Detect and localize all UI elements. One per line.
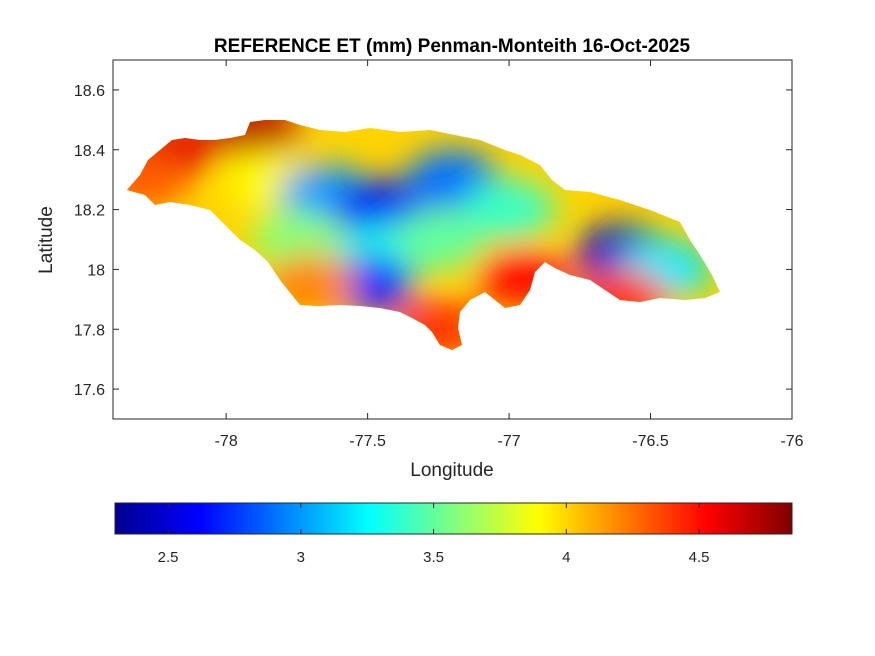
chart-title: REFERENCE ET (mm) Penman-Monteith 16-Oct… — [214, 36, 691, 57]
colorbar-tick-label: 2.5 — [158, 549, 179, 566]
colorbar — [114, 502, 793, 535]
x-tick-label: -76 — [780, 433, 803, 450]
x-tick-label: -78 — [215, 433, 238, 450]
et-region — [463, 179, 556, 240]
x-tick-label: -76.5 — [632, 433, 669, 450]
y-tick-label: 18.6 — [74, 83, 105, 100]
et-region — [392, 209, 485, 270]
colorbar-tick-label: 4 — [562, 549, 570, 566]
colorbar-tick-label: 3.5 — [423, 549, 444, 566]
x-tick-label: -77 — [498, 433, 521, 450]
colorbar-tick-label: 3 — [297, 549, 305, 566]
y-axis-label: Latitude — [36, 206, 57, 274]
y-tick-label: 18.4 — [74, 143, 105, 160]
y-tick-label: 18 — [87, 262, 105, 279]
y-tick-label: 17.8 — [74, 322, 105, 339]
x-tick-label: -77.5 — [349, 433, 386, 450]
x-axis-label: Longitude — [410, 460, 493, 481]
colorbar-ticks: 2.5 3 3.5 4 4.5 — [158, 503, 710, 566]
y-tick-label: 17.6 — [74, 382, 105, 399]
colorbar-tick-label: 4.5 — [689, 549, 710, 566]
y-axis: 17.6 17.8 18 18.2 18.4 18.6 — [74, 83, 792, 399]
et-region — [208, 120, 301, 159]
et-region — [250, 209, 343, 270]
et-region — [127, 149, 188, 210]
y-tick-label: 18.2 — [74, 203, 105, 220]
x-axis: -78 -77.5 -77 -76.5 -76 — [215, 60, 804, 450]
